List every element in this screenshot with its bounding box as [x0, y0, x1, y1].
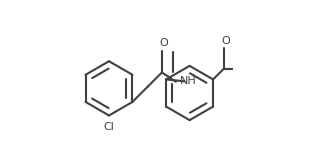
Text: O: O — [159, 38, 168, 49]
Text: O: O — [221, 36, 230, 46]
Text: Cl: Cl — [104, 122, 114, 133]
Text: NH: NH — [180, 76, 197, 86]
